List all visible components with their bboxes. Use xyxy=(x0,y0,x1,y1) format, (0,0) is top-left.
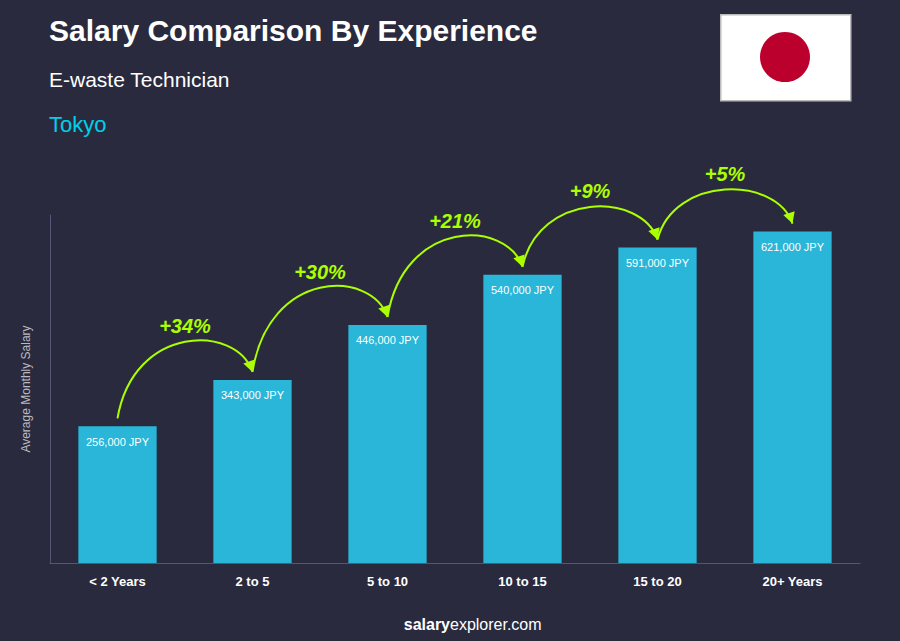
svg-text:+21%: +21% xyxy=(429,210,481,232)
svg-text:Tokyo: Tokyo xyxy=(49,112,106,137)
svg-text:+30%: +30% xyxy=(294,261,346,283)
svg-text:343,000 JPY: 343,000 JPY xyxy=(221,389,285,401)
svg-text:591,000 JPY: 591,000 JPY xyxy=(626,257,690,269)
svg-text:Salary Comparison By Experienc: Salary Comparison By Experience xyxy=(49,14,538,47)
svg-text:256,000 JPY: 256,000 JPY xyxy=(86,436,150,448)
svg-text:+9%: +9% xyxy=(570,180,611,202)
svg-text:15 to 20: 15 to 20 xyxy=(633,574,681,589)
svg-text:5 to 10: 5 to 10 xyxy=(367,574,408,589)
svg-text:Average Monthly Salary: Average Monthly Salary xyxy=(19,325,33,452)
svg-text:+5%: +5% xyxy=(705,163,746,185)
svg-text:salary: salary xyxy=(404,616,450,633)
svg-text:< 2 Years: < 2 Years xyxy=(89,574,146,589)
svg-text:explorer.com: explorer.com xyxy=(450,616,542,633)
svg-text:540,000 JPY: 540,000 JPY xyxy=(491,284,555,296)
svg-text:20+ Years: 20+ Years xyxy=(762,574,822,589)
svg-text:446,000 JPY: 446,000 JPY xyxy=(356,334,420,346)
svg-text:10 to 15: 10 to 15 xyxy=(498,574,546,589)
svg-text:621,000 JPY: 621,000 JPY xyxy=(761,241,825,253)
svg-text:E-waste Technician: E-waste Technician xyxy=(49,68,230,91)
svg-text:2 to 5: 2 to 5 xyxy=(236,574,270,589)
svg-text:+34%: +34% xyxy=(159,315,211,337)
